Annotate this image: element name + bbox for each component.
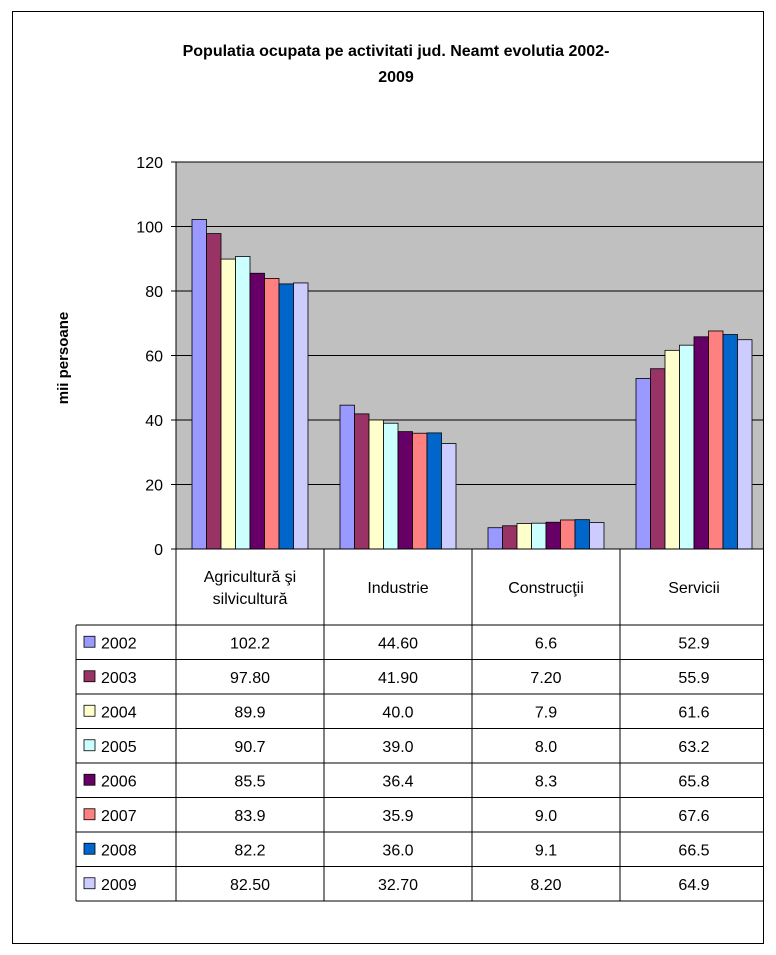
legend-label: 2006 [101, 773, 137, 790]
data-label: 7.20 [530, 670, 561, 687]
data-label: 90.7 [234, 739, 265, 756]
data-label: 7.9 [535, 704, 557, 721]
y-tick-label: 80 [145, 284, 163, 301]
legend-key-2003 [83, 670, 96, 683]
bar-2008-1 [426, 432, 442, 550]
bar-2004-0 [220, 258, 236, 550]
y-axis-label: mii persoane [55, 312, 72, 405]
data-label: 40.0 [382, 704, 413, 721]
data-label: 9.0 [535, 808, 557, 825]
bar-2007-3 [708, 330, 724, 550]
category-label: Agricultură şi [204, 569, 296, 586]
data-label: 44.60 [378, 635, 418, 652]
legend-key-2009 [83, 877, 96, 890]
legend-label: 2008 [101, 842, 137, 859]
data-label: 32.70 [378, 877, 418, 894]
data-label: 9.1 [535, 842, 557, 859]
data-label: 102.2 [230, 635, 270, 652]
y-tick-label: 40 [145, 413, 163, 430]
bar-2005-0 [235, 256, 251, 550]
y-tick-label: 60 [145, 349, 163, 366]
bar-2004-3 [664, 349, 680, 550]
chart-title-line: 2009 [378, 69, 414, 86]
category-label: Industrie [367, 580, 428, 597]
legend-key-2007 [83, 808, 96, 821]
data-label: 63.2 [678, 739, 709, 756]
bar-2008-0 [278, 283, 294, 550]
category-label: Construcţii [508, 580, 584, 597]
data-label: 36.4 [382, 773, 413, 790]
bar-2009-3 [737, 339, 753, 550]
data-label: 6.6 [535, 635, 557, 652]
legend-key-2005 [83, 739, 96, 752]
bar-2009-2 [589, 522, 605, 550]
bar-2004-2 [516, 523, 532, 550]
bar-2003-3 [650, 368, 666, 550]
legend-key-2008 [83, 842, 96, 855]
data-label: 65.8 [678, 773, 709, 790]
data-label: 64.9 [678, 877, 709, 894]
bar-2008-2 [574, 519, 590, 550]
y-tick-label: 0 [154, 542, 163, 559]
legend-label: 2002 [101, 635, 137, 652]
data-label: 67.6 [678, 808, 709, 825]
bar-2005-3 [679, 344, 695, 550]
bar-2006-3 [693, 336, 709, 550]
data-label: 61.6 [678, 704, 709, 721]
bar-2003-1 [354, 413, 370, 550]
bar-2008-3 [722, 334, 738, 550]
bar-2004-1 [368, 419, 384, 550]
bar-chart: Populatia ocupata pe activitati jud. Nea… [55, 43, 763, 902]
chart-title-line: Populatia ocupata pe activitati jud. Nea… [183, 43, 610, 60]
legend-key-2004 [83, 704, 96, 717]
data-label: 41.90 [378, 670, 418, 687]
bar-2007-2 [560, 519, 576, 550]
data-label: 8.0 [535, 739, 557, 756]
bar-2005-1 [383, 422, 399, 550]
data-label: 36.0 [382, 842, 413, 859]
bar-2009-1 [441, 443, 457, 550]
bar-2009-0 [293, 282, 309, 550]
chart-frame: Populatia ocupata pe activitati jud. Nea… [12, 11, 764, 944]
legend-label: 2007 [101, 808, 137, 825]
legend-label: 2003 [101, 670, 137, 687]
legend-key-2002 [83, 635, 96, 648]
legend-label: 2009 [101, 877, 137, 894]
legend-label: 2005 [101, 739, 137, 756]
bar-2007-0 [264, 278, 280, 550]
bar-2007-1 [412, 432, 428, 550]
data-label: 55.9 [678, 670, 709, 687]
data-label: 89.9 [234, 704, 265, 721]
data-label: 35.9 [382, 808, 413, 825]
bar-2002-3 [635, 377, 651, 550]
data-label: 8.3 [535, 773, 557, 790]
data-label: 8.20 [530, 877, 561, 894]
data-label: 52.9 [678, 635, 709, 652]
data-label: 66.5 [678, 842, 709, 859]
category-label: silvicultură [213, 591, 288, 608]
bar-2003-2 [502, 525, 518, 550]
category-label: Servicii [668, 580, 720, 597]
bar-2002-2 [487, 527, 503, 550]
data-label: 39.0 [382, 739, 413, 756]
legend-key-2006 [83, 773, 96, 786]
bar-2006-1 [397, 431, 413, 550]
data-label: 83.9 [234, 808, 265, 825]
legend-label: 2004 [101, 704, 137, 721]
y-tick-label: 100 [136, 220, 163, 237]
data-label: 85.5 [234, 773, 265, 790]
bar-2005-2 [531, 522, 547, 550]
data-label: 97.80 [230, 670, 270, 687]
bar-2003-0 [206, 233, 222, 550]
bar-2002-0 [191, 219, 207, 550]
data-label: 82.50 [230, 877, 270, 894]
bar-2006-0 [249, 272, 265, 550]
data-label: 82.2 [234, 842, 265, 859]
bar-2002-1 [339, 404, 355, 550]
y-tick-label: 120 [136, 155, 163, 172]
bar-2006-2 [545, 521, 561, 550]
y-tick-label: 20 [145, 478, 163, 495]
